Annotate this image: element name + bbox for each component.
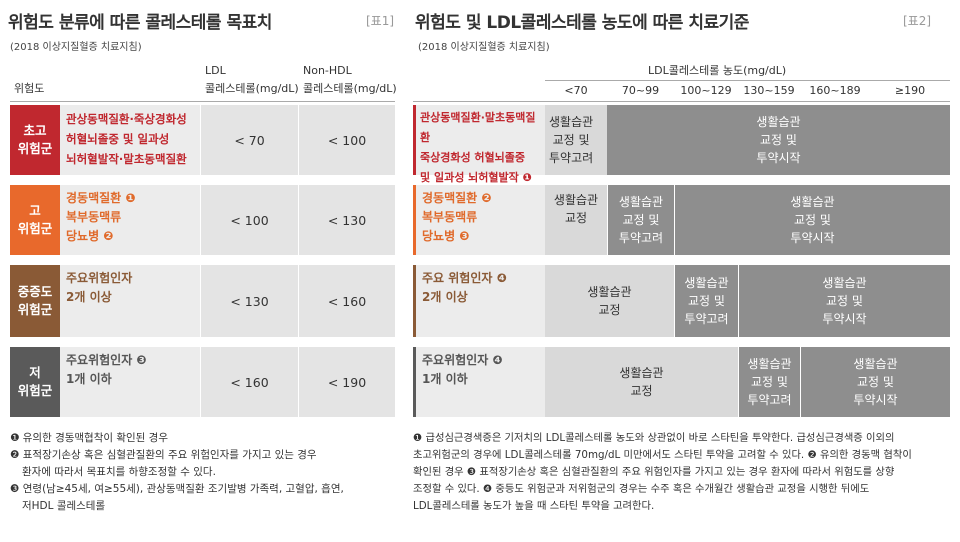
right-note-2: 초고위험군의 경우에 LDL콜레스테롤 70mg/dL 미만에서도 스타틴 투약… [413, 449, 912, 461]
risk-label-moderate: 중증도 위험군 [10, 265, 60, 337]
right-note-5: LDL콜레스테롤 농도가 높을 때 스타틴 투약을 고려한다. [413, 500, 655, 512]
risk-condition-high: 경동맥질환 ❶ 복부동맥류 당뇨병 ❷ [60, 185, 200, 255]
left-subtitle: (2018 이상지질혈증 치료지침) [10, 42, 142, 53]
range-70-99: 70~99 [621, 84, 660, 97]
treatment-high-lifestyle: 생활습관 교정 [545, 185, 607, 255]
risk-label-low: 저 위험군 [10, 347, 60, 417]
range-lt70: <70 [564, 84, 588, 97]
treatment-low-consider: 생활습관 교정 및 투약고려 [738, 347, 800, 417]
ldl-header-line1: LDL [205, 64, 226, 77]
range-ge190: ≥190 [894, 84, 926, 97]
nonhdl-target-moderate: < 160 [298, 265, 395, 337]
right-title: 위험도 및 LDL콜레스테롤 농도에 따른 치료기준 [415, 13, 749, 33]
ldl-concentration-header: LDL콜레스테롤 농도(mg/dL) [648, 64, 787, 77]
range-header-divider-top [545, 80, 950, 81]
ldl-header-line2: 콜레스테롤(mg/dL) [205, 82, 299, 95]
treatment-moderate-consider: 생활습관 교정 및 투약고려 [674, 265, 738, 337]
ldl-target-high: < 100 [200, 185, 298, 255]
range-130-159: 130~159 [743, 84, 795, 97]
header-divider [10, 101, 395, 102]
left-note-3-cont: 저HDL 콜레스테롤 [22, 500, 106, 512]
treatment-condition-very-high: 관상동맥질환·말초동맥질환 죽상경화성 허혈뇌졸중 및 일과성 뇌허혈발작 ❶ [413, 105, 545, 184]
risk-condition-very-high: 관상동맥질환·죽상경화성 허혈뇌졸중 및 일과성 뇌허혈발작·말초동맥질환 [60, 105, 200, 175]
risk-header: 위험도 [14, 82, 45, 95]
left-note-2: ❷ 표적장기손상 혹은 심혈관질환의 주요 위험인자를 가지고 있는 경우 [10, 449, 317, 461]
left-note-2-cont: 환자에 따라서 목표치를 하향조정할 수 있다. [22, 466, 216, 478]
left-footnotes: ❶ 유의한 경동맥협착이 확인된 경우 ❷ 표적장기손상 혹은 심혈관질환의 주… [10, 430, 344, 515]
treatment-moderate-lifestyle: 생활습관 교정 [545, 265, 674, 337]
treatment-low-lifestyle: 생활습관 교정 [545, 347, 738, 417]
treatment-high-start: 생활습관 교정 및 투약시작 [674, 185, 950, 255]
nonhdl-target-low: < 190 [298, 347, 395, 417]
nonhdl-header-line1: Non-HDL [303, 64, 352, 77]
treatment-condition-low: 주요위험인자 ❹ 1개 이하 [413, 347, 545, 417]
left-title: 위험도 분류에 따른 콜레스테롤 목표치 [8, 13, 272, 33]
nonhdl-header-line2: 콜레스테롤(mg/dL) [303, 82, 397, 95]
treatment-condition-moderate: 주요 위험인자 ❹ 2개 이상 [413, 265, 545, 337]
treatment-high-consider: 생활습관 교정 및 투약고려 [607, 185, 674, 255]
treatment-very-high-start: 생활습관 교정 및 투약시작 [607, 105, 950, 175]
right-header-divider [413, 101, 950, 102]
risk-condition-moderate: 주요위험인자 2개 이상 [60, 265, 200, 337]
right-table-tag: [표2] [903, 14, 932, 28]
right-note-3: 확인된 경우 ❸ 표적장기손상 혹은 심혈관질환의 주요 위험인자를 가지고 있… [413, 466, 895, 478]
right-note-4: 조정할 수 있다. ❹ 중등도 위험군과 저위험군의 경우는 수주 혹은 수개월… [413, 483, 870, 495]
nonhdl-target-very-high: < 100 [298, 105, 395, 175]
left-table-tag: [표1] [366, 14, 395, 28]
risk-condition-low: 주요위험인자 ❸ 1개 이하 [60, 347, 200, 417]
risk-label-high: 고 위험군 [10, 185, 60, 255]
range-100-129: 100~129 [680, 84, 732, 97]
right-subtitle: (2018 이상지질혈증 치료지침) [418, 42, 550, 53]
right-note-1: ❶ 급성심근경색증은 기저치의 LDL콜레스테롤 농도와 상관없이 바로 스타틴… [413, 432, 895, 444]
treatment-condition-high: 경동맥질환 ❷ 복부동맥류 당뇨병 ❸ [413, 185, 545, 255]
left-note-3: ❸ 연령(남≥45세, 여≥55세), 관상동맥질환 조기발병 가족력, 고혈압… [10, 483, 344, 495]
ldl-target-very-high: < 70 [200, 105, 298, 175]
left-note-1: ❶ 유의한 경동맥협착이 확인된 경우 [10, 432, 169, 444]
right-footnotes: ❶ 급성심근경색증은 기저치의 LDL콜레스테롤 농도와 상관없이 바로 스타틴… [413, 430, 912, 515]
ldl-target-low: < 160 [200, 347, 298, 417]
nonhdl-target-high: < 130 [298, 185, 395, 255]
treatment-low-start: 생활습관 교정 및 투약시작 [800, 347, 950, 417]
risk-label-very-high: 초고 위험군 [10, 105, 60, 175]
treatment-very-high-consider: 생활습관 교정 및 투약고려 [545, 105, 607, 175]
treatment-moderate-start: 생활습관 교정 및 투약시작 [738, 265, 950, 337]
range-160-189: 160~189 [809, 84, 861, 97]
ldl-target-moderate: < 130 [200, 265, 298, 337]
